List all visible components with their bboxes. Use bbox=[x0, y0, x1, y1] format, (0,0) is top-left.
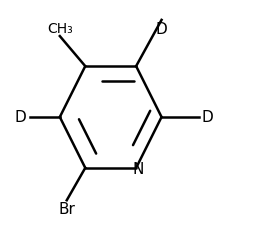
Text: CH₃: CH₃ bbox=[47, 22, 73, 36]
Text: N: N bbox=[133, 161, 144, 176]
Text: D: D bbox=[202, 110, 214, 124]
Text: Br: Br bbox=[58, 202, 75, 217]
Text: D: D bbox=[15, 110, 26, 124]
Text: D: D bbox=[156, 22, 168, 37]
